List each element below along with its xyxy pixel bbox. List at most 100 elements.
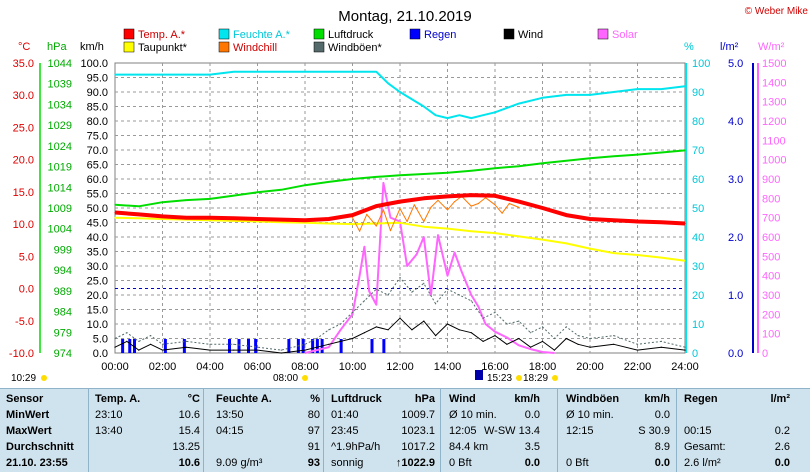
wind-tick-label: 90.0 — [87, 87, 108, 99]
rain-bar — [301, 339, 305, 353]
table-cell: ^1.9hPa/h — [331, 441, 381, 453]
data-point — [126, 340, 128, 342]
wind-tick-label: 70.0 — [87, 145, 108, 157]
table-header: Sensor — [6, 393, 44, 405]
data-point — [613, 91, 615, 93]
table-cell: 0 Bft — [566, 457, 589, 469]
data-point — [454, 251, 456, 254]
table-cell: 0.0 — [524, 409, 540, 421]
data-point — [589, 94, 591, 96]
data-point — [565, 326, 567, 328]
time-marker-label: 15:23 — [487, 373, 512, 384]
data-point — [328, 71, 330, 73]
table-cell: 15.4 — [178, 425, 200, 437]
data-point — [161, 343, 164, 345]
data-point — [565, 94, 567, 96]
rain-bar — [163, 339, 167, 353]
chart-title: Montag, 21.10.2019 — [338, 8, 471, 25]
data-point — [340, 323, 342, 325]
data-point — [423, 220, 425, 223]
chart-marks — [114, 70, 686, 354]
data-point — [506, 336, 508, 339]
data-point — [589, 248, 591, 250]
table-cell: 23:10 — [95, 409, 123, 421]
data-point — [508, 202, 510, 205]
humidity-tick-label: 90 — [692, 87, 704, 99]
data-point — [458, 329, 460, 331]
data-point — [351, 178, 354, 180]
temp-tick-label: 0.0 — [19, 284, 34, 296]
data-point — [446, 275, 449, 277]
temp-tick-label: 15.0 — [13, 187, 34, 199]
wind-tick-label: 60.0 — [87, 174, 108, 186]
data-point — [684, 85, 686, 87]
table-header: hPa — [414, 393, 435, 405]
pressure-unit-label: hPa — [47, 41, 67, 53]
data-point — [389, 217, 392, 219]
data-point — [470, 117, 472, 119]
data-point — [138, 213, 140, 215]
data-point — [416, 253, 418, 255]
data-point — [382, 209, 384, 211]
data-point — [256, 346, 259, 348]
time-marker-label: 08:00 — [273, 373, 298, 384]
data-point — [399, 201, 401, 203]
data-point — [351, 337, 354, 340]
data-point — [423, 197, 425, 199]
rain-bar — [247, 339, 250, 353]
legend-swatch — [313, 28, 325, 40]
solar-tick-label: 1400 — [762, 77, 786, 89]
rain-tick-label: 4.0 — [728, 116, 743, 128]
data-point — [304, 71, 306, 73]
data-point — [304, 349, 306, 351]
data-point — [589, 346, 591, 348]
table-cell: 0.0 — [524, 457, 540, 469]
wind-tick-label: 5.0 — [93, 334, 108, 346]
solar-tick-label: 700 — [762, 213, 780, 225]
table-header: Luftdruck — [331, 393, 382, 405]
data-point — [477, 306, 479, 308]
humidity-tick-label: 100 — [692, 58, 710, 70]
data-point — [660, 346, 662, 348]
data-point — [577, 335, 579, 337]
data-point — [256, 218, 259, 220]
rain-tick-label: 2.0 — [728, 232, 743, 244]
data-point — [280, 349, 282, 351]
data-point — [518, 201, 520, 203]
table-cell: 23:45 — [331, 425, 359, 437]
temp-tick-label: 25.0 — [13, 122, 34, 134]
data-point — [328, 346, 330, 348]
series-line-windchill — [352, 195, 519, 232]
data-point — [541, 207, 544, 209]
table-row-label: MinWert — [6, 409, 50, 421]
solar-tick-label: 500 — [762, 251, 780, 263]
pressure-tick-label: 1029 — [48, 120, 72, 132]
data-point — [530, 348, 532, 350]
humidity-tick-label: 50 — [692, 203, 704, 215]
data-point — [470, 294, 472, 296]
data-point — [423, 173, 425, 175]
solar-tick-label: 600 — [762, 232, 780, 244]
data-point — [660, 257, 662, 259]
pressure-tick-label: 1009 — [48, 203, 72, 215]
humidity-unit-label: % — [684, 41, 694, 53]
table-cell: 00:15 — [684, 425, 712, 437]
humidity-tick-label: 0 — [692, 348, 698, 360]
data-point — [470, 205, 472, 207]
data-point — [494, 204, 496, 206]
data-point — [150, 335, 152, 337]
table-cell: 1017.2 — [401, 441, 435, 453]
table-cell: 0.0 — [654, 409, 670, 421]
data-point — [328, 343, 330, 345]
temp-tick-label: -10.0 — [9, 348, 34, 360]
solar-unit-label: W/m² — [758, 41, 785, 53]
data-point — [541, 97, 544, 99]
data-point — [423, 320, 425, 322]
data-point — [458, 114, 460, 116]
wind-tick-label: 35.0 — [87, 247, 108, 259]
table-cell: 1023.1 — [401, 425, 435, 437]
humidity-tick-label: 20 — [692, 290, 704, 302]
data-point — [589, 337, 591, 340]
data-point — [565, 160, 567, 162]
data-point — [209, 217, 211, 219]
